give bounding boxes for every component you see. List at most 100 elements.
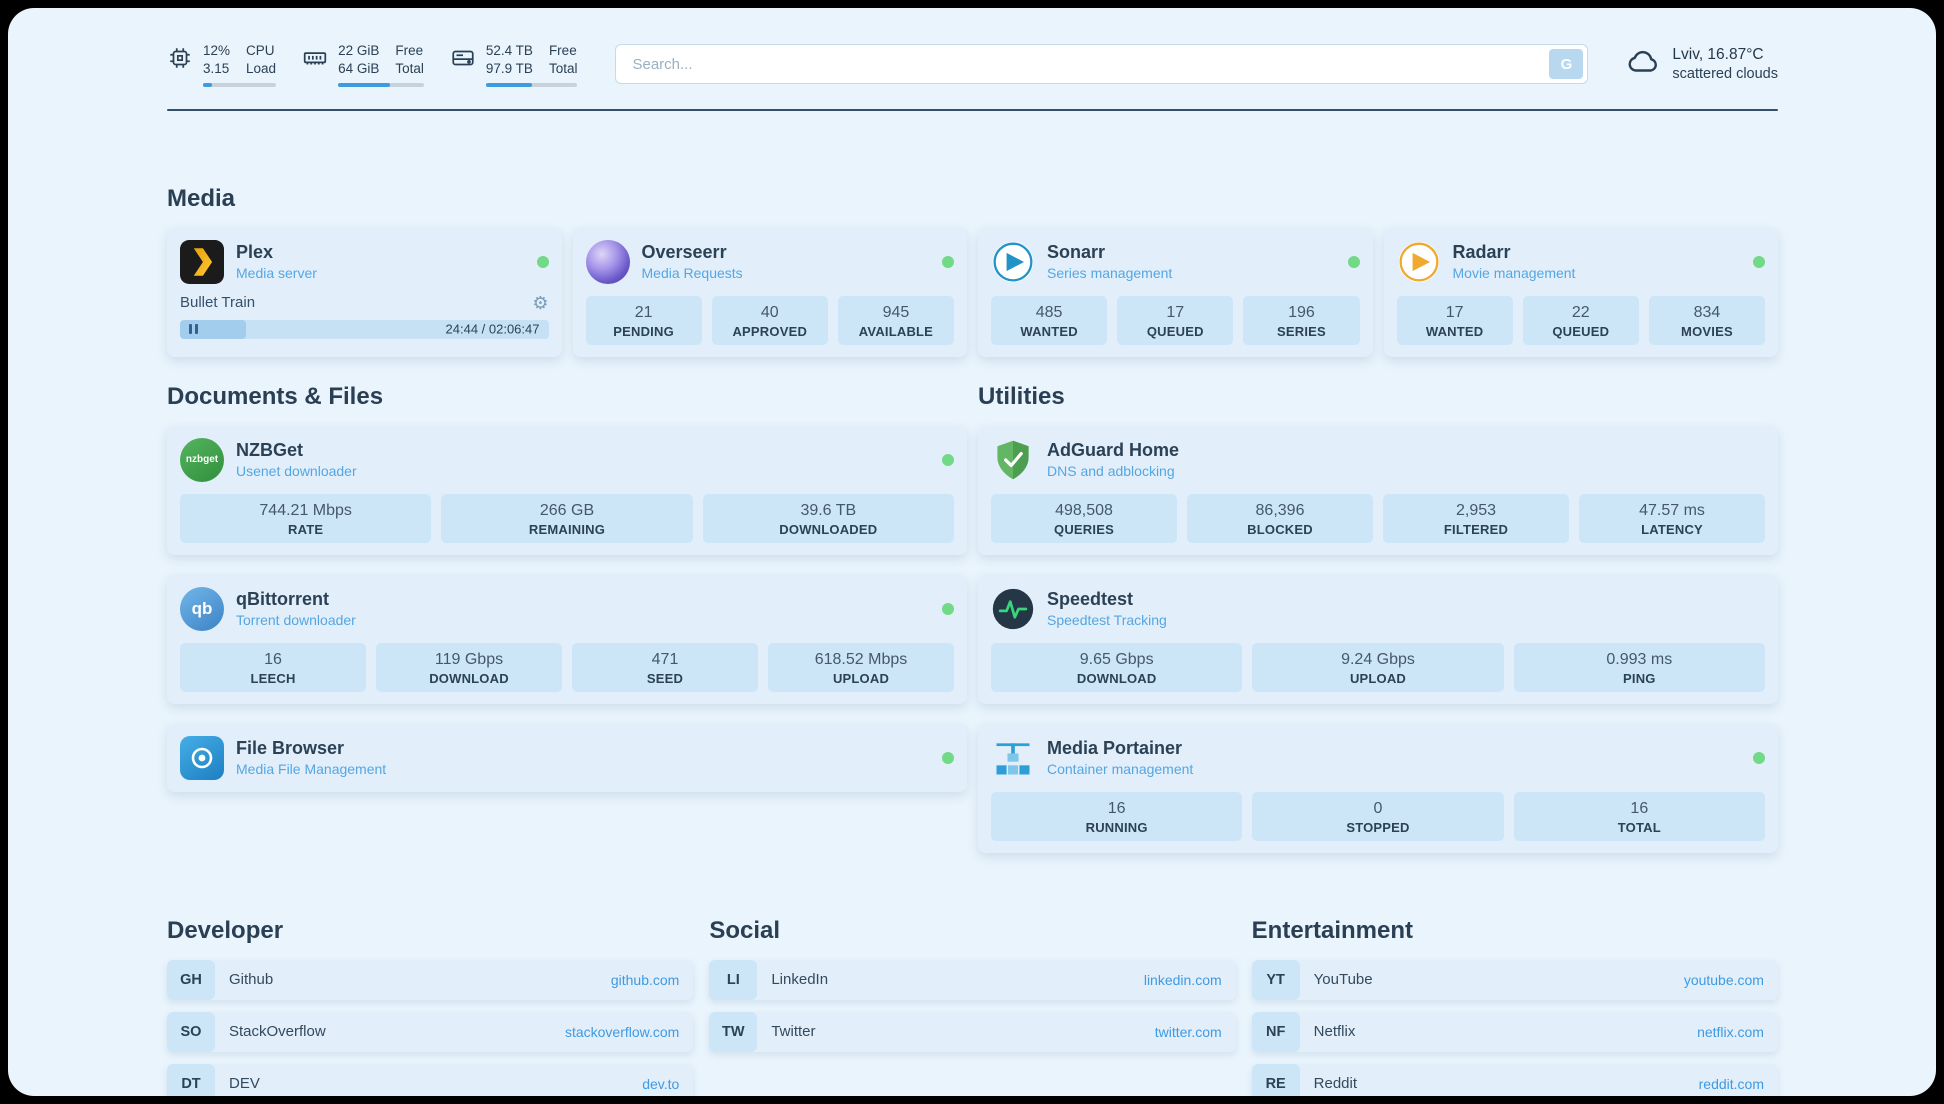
bookmark-github[interactable]: GH Github github.com <box>167 959 694 1000</box>
bookmark-reddit[interactable]: RE Reddit reddit.com <box>1251 1063 1778 1096</box>
stat-series: 196 SERIES <box>1243 295 1360 345</box>
bookmark-youtube[interactable]: YT YouTube youtube.com <box>1251 959 1778 1000</box>
dashboard: 12% 3.15 CPU Load 22 GiB <box>8 8 1936 1096</box>
weather-condition: scattered clouds <box>1672 65 1778 82</box>
app-card-qbittorrent[interactable]: qb qBittorrent Torrent downloader 16 LEE… <box>167 574 967 704</box>
bookmark-url[interactable]: reddit.com <box>1698 1075 1764 1092</box>
bookmark-stackoverflow[interactable]: SO StackOverflow stackoverflow.com <box>167 1011 694 1052</box>
overseerr-icon <box>585 239 630 284</box>
ram-total-label: Total <box>395 60 424 76</box>
bookmark-name: DEV <box>229 1075 260 1093</box>
bookmark-abbr: NF <box>1251 1011 1300 1052</box>
bookmark-name: Github <box>229 971 274 989</box>
app-subtitle: Torrent downloader <box>236 612 356 629</box>
disk-usage-fill <box>485 82 532 87</box>
app-subtitle: Series management <box>1047 265 1173 282</box>
app-card-plex[interactable]: Plex Media server Bullet Train ⚙ 24:44 /… <box>167 227 562 357</box>
now-playing-title: Bullet Train <box>180 294 256 312</box>
app-card-speedtest[interactable]: Speedtest Speedtest Tracking 9.65 Gbps D… <box>978 574 1778 704</box>
stat-wanted: 17 WANTED <box>1396 295 1513 345</box>
ram-usage-bar <box>338 82 424 87</box>
app-card-overseerr[interactable]: Overseerr Media Requests 21 PENDING 40 A… <box>572 227 967 357</box>
section-title-social: Social <box>709 916 781 944</box>
section-documents: Documents & Files nzbget NZBGet Usenet d… <box>167 383 967 792</box>
bookmark-name: Reddit <box>1313 1075 1358 1093</box>
status-dot <box>1347 255 1360 268</box>
status-dot <box>942 602 954 615</box>
app-card-radarr[interactable]: Radarr Movie management 17 WANTED 22 QUE… <box>1383 227 1778 357</box>
ram-free-label: Free <box>395 43 424 58</box>
ram-monitor: 22 GiB 64 GiB Free Total <box>302 42 424 87</box>
bookmark-url[interactable]: youtube.com <box>1683 971 1764 988</box>
bookmark-linkedin[interactable]: LI LinkedIn linkedin.com <box>709 959 1236 1000</box>
topbar-divider <box>167 108 1778 111</box>
bookmark-abbr: RE <box>1251 1063 1300 1096</box>
app-card-nzbget[interactable]: nzbget NZBGet Usenet downloader 744.21 M… <box>167 425 967 555</box>
app-name: Overseerr <box>641 241 727 262</box>
app-name: NZBGet <box>236 439 303 460</box>
app-subtitle: Usenet downloader <box>236 463 357 480</box>
bookmark-url[interactable]: linkedin.com <box>1143 971 1222 988</box>
bookmark-netflix[interactable]: NF Netflix netflix.com <box>1251 1011 1778 1052</box>
app-card-adguard[interactable]: AdGuard Home DNS and adblocking 498,508 … <box>978 425 1778 555</box>
bookmark-twitter[interactable]: TW Twitter twitter.com <box>709 1011 1236 1052</box>
bookmark-url[interactable]: stackoverflow.com <box>564 1023 680 1040</box>
stat-seed: 471 SEED <box>572 642 758 692</box>
app-card-filebrowser[interactable]: File Browser Media File Management <box>167 723 967 792</box>
cpu-percent: 12% <box>203 43 231 58</box>
stat-blocked: 86,396 BLOCKED <box>1187 493 1373 543</box>
bookmark-name: Twitter <box>771 1023 816 1041</box>
section-title-documents: Documents & Files <box>167 382 384 410</box>
disk-usage-bar <box>485 82 578 87</box>
app-name: Speedtest <box>1047 588 1134 609</box>
bookmark-name: YouTube <box>1313 971 1373 989</box>
stat-upload: 9.24 Gbps UPLOAD <box>1252 642 1504 692</box>
bookmark-dev[interactable]: DT DEV dev.to <box>167 1063 694 1096</box>
section-title-media: Media <box>167 184 236 212</box>
stat-total: 16 TOTAL <box>1513 791 1765 841</box>
status-dot <box>942 453 954 466</box>
stat-upload: 618.52 Mbps UPLOAD <box>768 642 954 692</box>
bookmark-abbr: DT <box>167 1063 215 1096</box>
bookmark-url[interactable]: github.com <box>610 971 680 988</box>
weather-widget: Lviv, 16.87°C scattered clouds <box>1626 45 1778 84</box>
search-input[interactable] <box>615 44 1589 85</box>
stat-queries: 498,508 QUERIES <box>991 493 1177 543</box>
app-name: AdGuard Home <box>1047 439 1180 460</box>
section-media: Media Plex Media server Bullet Train ⚙ <box>167 185 1778 357</box>
bookmark-url[interactable]: netflix.com <box>1697 1023 1764 1040</box>
stat-leech: 16 LEECH <box>180 642 366 692</box>
app-card-portainer[interactable]: Media Portainer Container management 16 … <box>978 723 1778 853</box>
disk-monitor: 52.4 TB 97.9 TB Free Total <box>450 42 578 87</box>
cpu-label: CPU <box>246 43 275 58</box>
disk-icon <box>450 45 476 71</box>
bookmark-url[interactable]: twitter.com <box>1154 1023 1222 1040</box>
stat-downloaded: 39.6 TB DOWNLOADED <box>702 493 954 543</box>
bookmark-group-social: Social LI LinkedIn linkedin.com TW Twitt… <box>709 916 1236 1096</box>
bookmark-abbr: LI <box>709 959 758 1000</box>
disk-total-value: 97.9 TB <box>485 60 533 76</box>
bookmark-group-developer: Developer GH Github github.com SO StackO… <box>167 917 694 1096</box>
sonarr-icon <box>991 240 1035 284</box>
ram-usage-fill <box>338 82 390 87</box>
playback-progress-bar[interactable]: 24:44 / 02:06:47 <box>180 319 549 339</box>
app-name: qBittorrent <box>236 588 329 609</box>
weather-location: Lviv, 16.87°C <box>1672 45 1764 63</box>
bookmark-abbr: YT <box>1251 959 1300 1000</box>
stat-remaining: 266 GB REMAINING <box>441 493 693 543</box>
app-card-sonarr[interactable]: Sonarr Series management 485 WANTED 17 Q… <box>978 227 1373 357</box>
app-subtitle: Container management <box>1047 761 1194 778</box>
filebrowser-icon <box>180 735 224 780</box>
stat-running: 16 RUNNING <box>991 791 1243 841</box>
app-subtitle: Media Requests <box>641 265 743 282</box>
bookmark-abbr: SO <box>167 1011 215 1052</box>
gear-icon[interactable]: ⚙ <box>532 292 549 313</box>
bookmark-url[interactable]: dev.to <box>642 1075 680 1092</box>
portainer-icon <box>991 736 1035 780</box>
search-engine-button[interactable]: G <box>1549 49 1584 80</box>
app-subtitle: Movie management <box>1452 265 1576 282</box>
app-name: Sonarr <box>1047 241 1106 262</box>
status-dot <box>536 255 549 268</box>
qbittorrent-icon: qb <box>180 586 224 631</box>
